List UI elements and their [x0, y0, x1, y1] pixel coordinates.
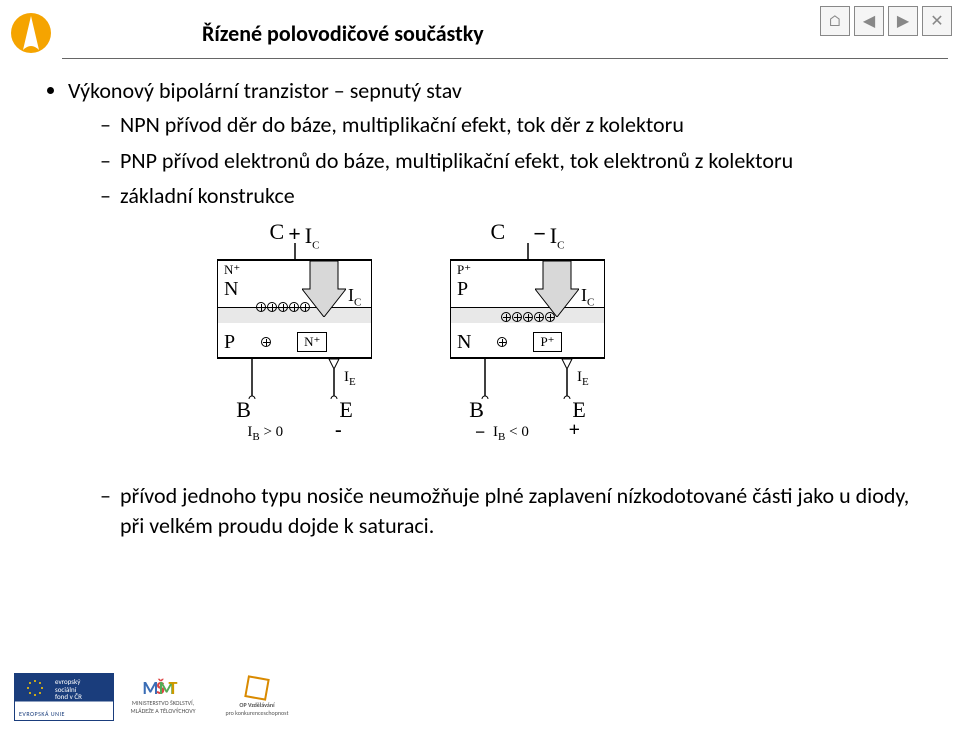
conclusion-item: přívod jednoho typu nosiče neumožňuje pl…	[100, 481, 920, 540]
npn-top: C + IC	[192, 217, 397, 245]
prev-icon[interactable]: ◀	[854, 6, 884, 36]
opvk-l1: OP Vzdělávání	[239, 701, 274, 709]
heading-item: Výkonový bipolární tranzistor – sepnutý …	[68, 77, 920, 540]
hole-icon	[267, 302, 277, 312]
msmt-l2: MLÁDEŽE A TĚLOVÝCHOVY	[130, 707, 195, 715]
npn-ICsub: C	[312, 239, 319, 251]
app-logo-icon	[10, 12, 52, 54]
close-icon[interactable]: ✕	[922, 6, 952, 36]
opvk-logo-icon: OP Vzdělávání pro konkurenceschopnost	[212, 677, 302, 721]
npn-item: NPN přívod děr do báze, multiplikační ef…	[100, 110, 920, 140]
pnp-ic-label: IC	[581, 283, 594, 310]
nav-icon-bar: ⌂ ◀ ▶ ✕	[820, 6, 952, 36]
npn-e-lead-icon	[327, 359, 341, 399]
npn-ib-row: IB > 0 -	[192, 417, 397, 445]
pnp-IC: I	[550, 223, 557, 248]
npn-layer-n-label: N	[224, 278, 238, 300]
msmt-logo-text: MŠMT	[143, 677, 184, 699]
content: Výkonový bipolární tranzistor – sepnutý …	[0, 59, 960, 540]
pnp-ic-C: C	[587, 297, 594, 309]
esf-logo-icon: evropský sociální fond v ČR EVROPSKÁ UNI…	[14, 673, 114, 721]
footer-logos: evropský sociální fond v ČR EVROPSKÁ UNI…	[14, 673, 302, 721]
esf-text: evropský sociální fond v ČR	[55, 678, 82, 701]
npn-layer-nplus: N⁺	[217, 259, 372, 274]
npn-layer-bottom: P N⁺	[217, 323, 372, 359]
pnp-b-lead-icon	[480, 359, 490, 399]
npn-b-lead-icon	[247, 359, 257, 399]
npn-C: C	[270, 217, 285, 247]
npn-ie-E: E	[349, 376, 356, 388]
header: Řízené polovodičové součástky	[0, 0, 960, 58]
diagram-pair: C + IC N⁺ N	[192, 217, 920, 467]
pnp-layer-pplus2: P⁺	[533, 332, 561, 352]
eu-stars-icon	[21, 678, 49, 698]
pnp-e-lead-icon	[560, 359, 574, 399]
npn-layer-nplus2: N⁺	[297, 332, 327, 352]
npn-ie-label: IE	[344, 367, 356, 390]
pnp-minus: −	[533, 219, 546, 249]
hole-icon	[523, 312, 533, 322]
hole-icon	[497, 337, 507, 347]
msmt-l1: MINISTERSTVO ŠKOLSTVÍ,	[132, 699, 194, 707]
npn-layer-p-label: P	[224, 329, 235, 356]
hole-icon	[261, 337, 271, 347]
diagram-pnp: C − IC P⁺ P	[425, 217, 630, 467]
hole-icon	[256, 302, 266, 312]
page-title: Řízené polovodičové součástky	[202, 20, 484, 47]
pnp-layer-p-label: P	[457, 278, 468, 300]
npn-ic-arrow-icon	[302, 261, 346, 317]
konstr-item: základní konstrukce C + IC	[100, 181, 920, 467]
npn-ic-label: IC	[348, 283, 361, 310]
pnp-ie-E: E	[582, 376, 589, 388]
hole-icon	[278, 302, 288, 312]
pnp-C: C	[491, 217, 506, 247]
opvk-square-icon	[244, 675, 269, 700]
pnp-ib-cond: < 0	[505, 424, 528, 440]
pnp-item: PNP přívod elektronů do báze, multiplika…	[100, 146, 920, 176]
pnp-layer-bottom: N P⁺	[450, 323, 605, 359]
pnp-e-sign: +	[569, 419, 580, 441]
hole-icon	[289, 302, 299, 312]
pnp-ie-label: IE	[577, 367, 589, 390]
npn-e-sign: -	[335, 419, 342, 441]
pnp-b-sign: −	[475, 422, 485, 442]
pnp-ib-row: − IB < 0 +	[425, 417, 630, 445]
npn-ib-B: B	[252, 431, 259, 443]
pnp-layer-n-label: N	[457, 329, 471, 356]
hole-icon	[512, 312, 522, 322]
pnp-top: C − IC	[425, 217, 630, 245]
npn-IC: I	[305, 223, 312, 248]
diagram-npn: C + IC N⁺ N	[192, 217, 397, 467]
pnp-ic-arrow-icon	[535, 261, 579, 317]
pnp-layer-pplus: P⁺	[450, 259, 605, 274]
heading-text: Výkonový bipolární tranzistor – sepnutý …	[68, 77, 462, 104]
npn-ib-cond: > 0	[260, 424, 283, 440]
konstr-text: základní konstrukce	[120, 182, 295, 209]
npn-ic-C: C	[354, 297, 361, 309]
opvk-l2: pro konkurenceschopnost	[226, 709, 289, 717]
msmt-logo-icon: MŠMT MINISTERSTVO ŠKOLSTVÍ, MLÁDEŽE A TĚ…	[128, 677, 198, 721]
pnp-ICsub: C	[557, 239, 564, 251]
home-icon[interactable]: ⌂	[820, 6, 850, 36]
esf-sub: EVROPSKÁ UNIE	[19, 710, 65, 718]
next-icon[interactable]: ▶	[888, 6, 918, 36]
hole-icon	[501, 312, 511, 322]
